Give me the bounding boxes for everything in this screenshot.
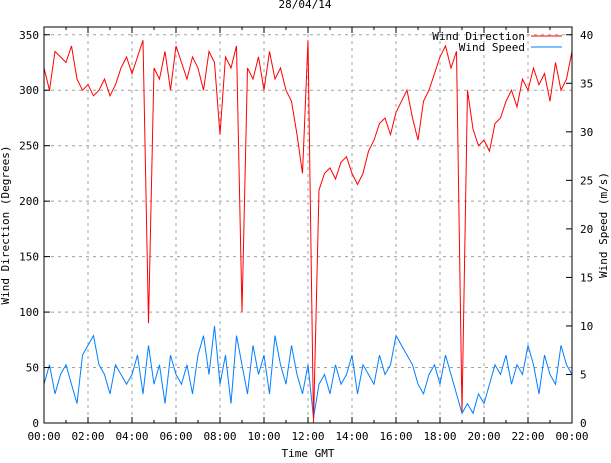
y-tick-label: 200 (19, 195, 39, 208)
y-axis-label: Wind Direction (Degrees) (0, 146, 12, 305)
x-tick-label: 08:00 (203, 430, 236, 443)
y2-tick-label: 30 (580, 126, 593, 139)
x-tick-label: 20:00 (467, 430, 500, 443)
x-tick-label: 16:00 (379, 430, 412, 443)
x-tick-label: 06:00 (159, 430, 192, 443)
series-line-wind-direction (43, 40, 573, 424)
y2-tick-label: 35 (580, 77, 593, 90)
y-tick-label: 300 (19, 84, 39, 97)
x-tick-label: 12:00 (291, 430, 324, 443)
x-axis-label: Time GMT (282, 447, 335, 459)
y-tick-label: 250 (19, 140, 39, 153)
ticks (43, 27, 573, 424)
y2-tick-label: 25 (580, 174, 593, 187)
legend: Wind Direction Wind Speed (432, 30, 562, 54)
y-tick-label: 100 (19, 306, 39, 319)
y2-tick-label: 20 (580, 223, 593, 236)
legend-label-wind-speed: Wind Speed (459, 41, 525, 54)
x-tick-label: 02:00 (71, 430, 104, 443)
x-tick-label: 00:00 (27, 430, 60, 443)
y2-tick-label: 40 (580, 29, 593, 42)
x-tick-label: 18:00 (423, 430, 456, 443)
y-tick-label: 0 (32, 417, 39, 430)
y2-tick-label: 15 (580, 271, 593, 284)
legend-label-wind-direction: Wind Direction (432, 30, 525, 43)
x-tick-label: 04:00 (115, 430, 148, 443)
x-tick-label: 22:00 (511, 430, 544, 443)
x-tick-label: 14:00 (335, 430, 368, 443)
y-tick-label: 150 (19, 251, 39, 264)
x-tick-label: 00:00 (555, 430, 588, 443)
tick-labels: 00:00 02:00 04:00 06:00 08:00 10:00 12:00 14:00… (19, 29, 593, 443)
y2-axis-label: Wind Speed (m/s) (597, 172, 610, 278)
series-group (43, 40, 573, 424)
chart-title: 28/04/14 (279, 0, 332, 11)
y-tick-label: 350 (19, 29, 39, 42)
series-line-wind-speed (43, 325, 573, 419)
grid (44, 27, 572, 423)
x-tick-label: 10:00 (247, 430, 280, 443)
y2-tick-label: 0 (580, 417, 587, 430)
y2-tick-label: 5 (580, 368, 587, 381)
y-tick-label: 50 (26, 362, 39, 375)
y2-tick-label: 10 (580, 320, 593, 333)
